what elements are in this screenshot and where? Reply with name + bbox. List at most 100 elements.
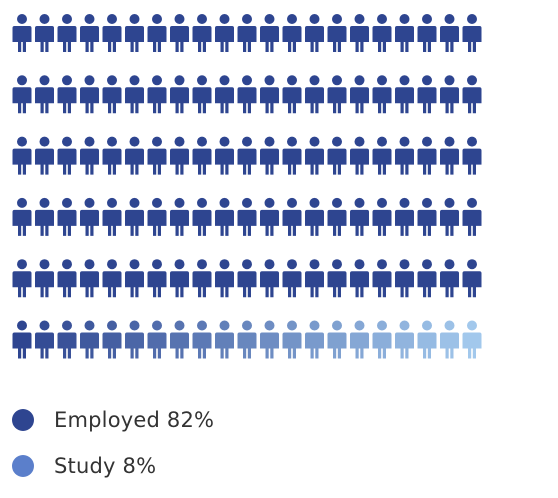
person-icon-r5-c19: [440, 320, 459, 359]
person-icon-r0-c9: [215, 14, 234, 52]
person-icon-r1-c13: [305, 75, 324, 114]
person-icon-r5-c11: [260, 320, 279, 359]
person-icon-r5-c12: [282, 320, 302, 359]
person-icon-r4-c17: [395, 259, 414, 298]
person-icon-r1-c10: [237, 75, 257, 114]
person-icon-r1-c0: [12, 75, 32, 114]
person-icon-r4-c15: [350, 259, 369, 298]
person-icon-r0-c3: [80, 14, 99, 52]
person-icon-r4-c4: [102, 259, 122, 298]
person-icon-r5-c17: [395, 320, 414, 359]
legend: Employed 82% Study 8%: [12, 400, 214, 498]
person-icon-r5-c16: [372, 320, 392, 359]
person-icon-r1-c14: [327, 75, 347, 114]
person-icon-r1-c18: [417, 75, 437, 114]
pictogram-chart: [12, 14, 482, 359]
person-icon-r3-c14: [327, 197, 347, 236]
person-icon-r3-c19: [440, 197, 459, 236]
person-icon-r1-c17: [395, 75, 414, 114]
person-icon-r0-c0: [12, 14, 32, 52]
person-icon-r3-c7: [170, 197, 189, 236]
person-icon-r0-c13: [305, 14, 324, 52]
person-icon-r2-c15: [350, 136, 369, 175]
person-icon-r5-c10: [237, 320, 257, 359]
person-icon-r1-c19: [440, 75, 459, 114]
person-icon-r3-c8: [192, 197, 212, 236]
person-icon-r4-c16: [372, 259, 392, 298]
person-icon-r1-c3: [80, 75, 99, 114]
person-icon-r2-c10: [237, 136, 257, 175]
person-icon-r4-c9: [215, 259, 234, 298]
person-icon-r1-c1: [35, 75, 54, 114]
person-icon-r2-c4: [102, 136, 122, 175]
person-icon-r0-c10: [237, 14, 257, 52]
person-icon-r5-c5: [125, 320, 144, 359]
person-icon-r4-c19: [440, 259, 459, 298]
person-icon-r1-c4: [102, 75, 122, 114]
person-icon-r3-c16: [372, 197, 392, 236]
person-icon-r4-c20: [462, 259, 482, 298]
person-icon-r4-c13: [305, 259, 324, 298]
person-icon-r5-c3: [80, 320, 99, 359]
person-icon-r2-c2: [57, 136, 77, 175]
person-icon-r0-c2: [57, 14, 77, 52]
person-icon-r4-c0: [12, 259, 32, 298]
person-icon-r1-c20: [462, 75, 482, 114]
person-icon-r3-c11: [260, 197, 279, 236]
person-icon-r0-c18: [417, 14, 437, 52]
person-icon-r0-c5: [125, 14, 144, 52]
person-icon-r0-c1: [35, 14, 54, 52]
person-icon-r5-c15: [350, 320, 369, 359]
person-icon-r1-c16: [372, 75, 392, 114]
person-icon-r0-c20: [462, 14, 482, 52]
person-icon-r1-c8: [192, 75, 212, 114]
person-icon-r0-c6: [147, 14, 167, 52]
person-icon-r0-c7: [170, 14, 189, 52]
person-icon-r5-c20: [462, 320, 482, 359]
person-icon-r5-c0: [12, 320, 32, 359]
person-icon-r4-c1: [35, 259, 54, 298]
person-icon-r5-c8: [192, 320, 212, 359]
person-icon-r2-c19: [440, 136, 459, 175]
person-icon-r5-c6: [147, 320, 167, 359]
person-icon-r2-c1: [35, 136, 54, 175]
legend-item-employed: Employed 82%: [12, 400, 214, 440]
person-icon-r4-c11: [260, 259, 279, 298]
legend-dot-icon: [12, 409, 34, 431]
person-icon-r1-c6: [147, 75, 167, 114]
person-icon-r2-c8: [192, 136, 212, 175]
person-icon-r1-c11: [260, 75, 279, 114]
person-icon-r3-c1: [35, 197, 54, 236]
person-icon-r3-c15: [350, 197, 369, 236]
person-icon-r3-c3: [80, 197, 99, 236]
person-icon-r5-c13: [305, 320, 324, 359]
person-icon-r0-c8: [192, 14, 212, 52]
person-icon-r4-c7: [170, 259, 189, 298]
person-icon-r4-c5: [125, 259, 144, 298]
person-icon-r2-c14: [327, 136, 347, 175]
person-icon-r4-c12: [282, 259, 302, 298]
person-icon-r3-c17: [395, 197, 414, 236]
person-icon-r1-c9: [215, 75, 234, 114]
person-icon-r5-c14: [327, 320, 347, 359]
person-icon-r2-c11: [260, 136, 279, 175]
person-icon-r2-c6: [147, 136, 167, 175]
person-icon-r0-c14: [327, 14, 347, 52]
person-icon-r1-c7: [170, 75, 189, 114]
person-icon-r3-c18: [417, 197, 437, 236]
person-icon-r0-c11: [260, 14, 279, 52]
person-icon-r0-c12: [282, 14, 302, 52]
person-icon-r3-c4: [102, 197, 122, 236]
person-icon-r4-c18: [417, 259, 437, 298]
person-icon-r0-c19: [440, 14, 459, 52]
person-icon-r3-c13: [305, 197, 324, 236]
person-icon-r2-c0: [12, 136, 32, 175]
person-icon-r4-c10: [237, 259, 257, 298]
person-icon-r4-c2: [57, 259, 77, 298]
person-icon-r5-c18: [417, 320, 437, 359]
person-icon-r4-c8: [192, 259, 212, 298]
person-icon-r2-c16: [372, 136, 392, 175]
person-icon-r1-c5: [125, 75, 144, 114]
person-icon-r4-c3: [80, 259, 99, 298]
person-icon-r3-c5: [125, 197, 144, 236]
